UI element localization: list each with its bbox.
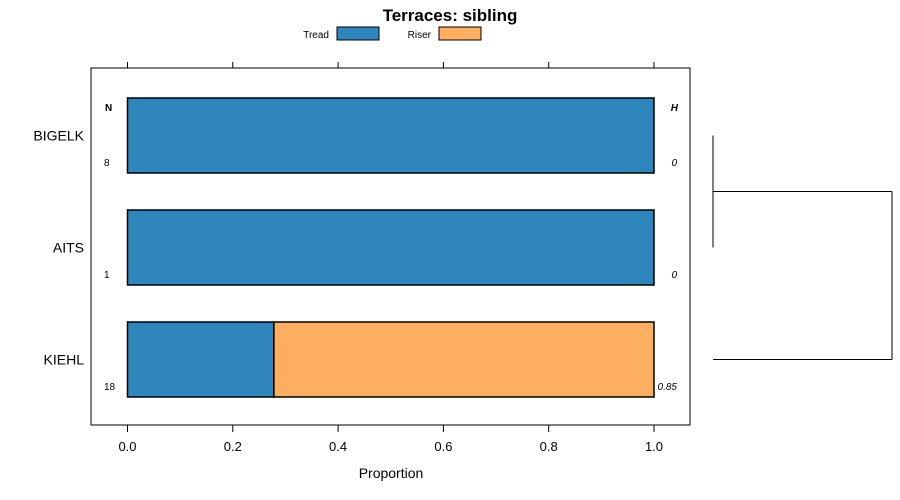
bar-bigelk-tread	[126, 97, 655, 174]
chart-title: Terraces: sibling	[383, 6, 518, 25]
h-value: 0	[671, 270, 677, 281]
bars	[126, 97, 655, 398]
legend-swatch-tread	[336, 26, 380, 41]
n-value: 8	[104, 158, 110, 169]
legend-label-riser: Riser	[408, 30, 432, 41]
category-label: BIGELK	[33, 128, 84, 144]
h-value: 0	[671, 158, 677, 169]
h-header: H	[671, 103, 679, 114]
legend-swatch-riser	[438, 26, 482, 41]
legend-label-tread: Tread	[303, 30, 329, 41]
x-tick-label: 0.4	[329, 439, 347, 454]
h-value: 0.85	[658, 382, 678, 393]
top-axis-ticks	[127, 62, 655, 68]
x-tick-label: 1.0	[645, 439, 663, 454]
n-value: 1	[104, 270, 110, 281]
category-label: AITS	[53, 240, 84, 256]
category-labels: BIGELK AITS KIEHL	[33, 128, 84, 368]
bar-aits-tread	[126, 209, 655, 286]
x-axis: 0.0 0.2 0.4 0.6 0.8 1.0	[118, 425, 663, 454]
x-tick-label: 0.6	[434, 439, 452, 454]
count-annotations: N H 8 1 18 0 0 0.85	[104, 103, 679, 393]
x-tick-label: 0.2	[224, 439, 242, 454]
bar-kiehl-tread	[126, 321, 275, 398]
x-tick-label: 0.8	[540, 439, 558, 454]
x-axis-title: Proportion	[359, 465, 424, 481]
n-header: N	[105, 103, 112, 114]
x-tick-label: 0.0	[118, 439, 136, 454]
n-value: 18	[104, 382, 116, 393]
plot-panel	[90, 67, 691, 426]
bar-kiehl-riser	[273, 321, 655, 398]
dendrogram	[712, 135, 893, 360]
category-label: KIEHL	[44, 352, 85, 368]
legend: Tread Riser	[303, 26, 482, 41]
